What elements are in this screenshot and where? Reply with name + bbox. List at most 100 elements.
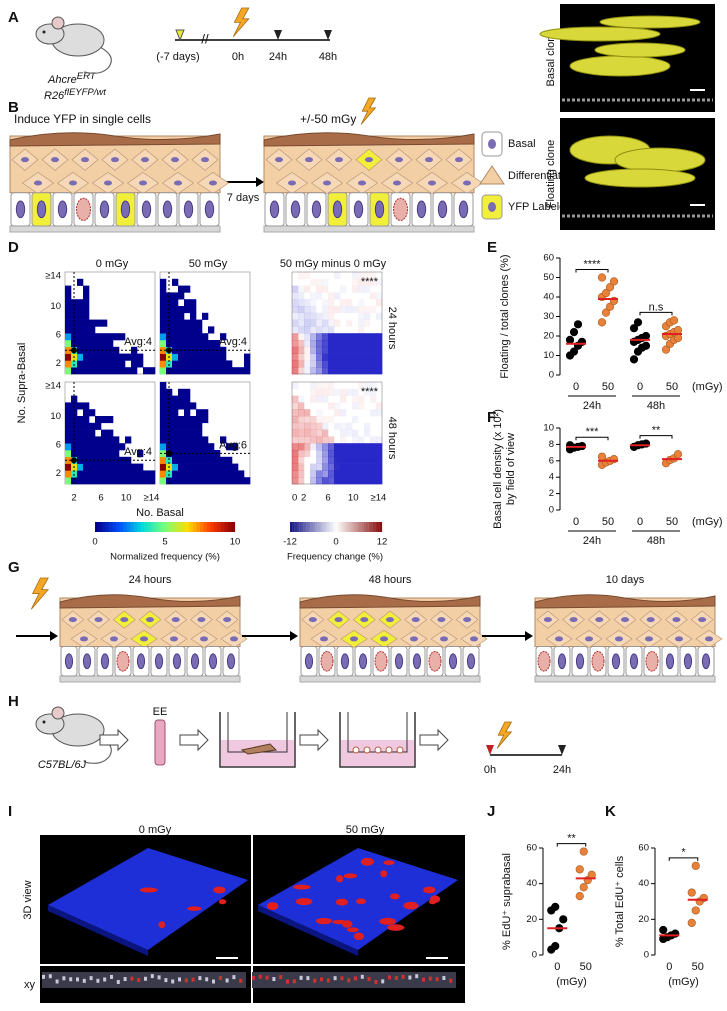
nucleus bbox=[209, 180, 217, 186]
heatmap-cell bbox=[310, 382, 317, 390]
heatmap-cell bbox=[298, 312, 305, 320]
heatmap-cell bbox=[376, 340, 383, 348]
heatmap-cell bbox=[83, 429, 90, 437]
heatmap-cell bbox=[172, 360, 179, 368]
heatmap-cell bbox=[172, 429, 179, 437]
heatmap-cell bbox=[352, 477, 359, 485]
heatmap-cell bbox=[125, 367, 132, 375]
mouse-eye bbox=[42, 720, 46, 724]
edu-signal bbox=[429, 895, 441, 903]
heatmap-cell bbox=[184, 463, 191, 471]
colorbar-cell bbox=[331, 522, 334, 532]
heatmap-cell bbox=[370, 382, 377, 390]
heatmap-cell bbox=[310, 388, 317, 396]
heatmap-cell bbox=[83, 326, 90, 334]
heatmap-cell bbox=[346, 443, 353, 451]
y-axis-label: % EdU⁺ suprabasal bbox=[501, 853, 513, 950]
genotype-sup: flEYFP/wt bbox=[64, 87, 106, 98]
heatmap-cell bbox=[316, 333, 323, 341]
heatmap-cell bbox=[358, 436, 365, 444]
colorbar-cell bbox=[370, 522, 373, 532]
legend-label: Basal bbox=[508, 138, 536, 150]
heatmap-cell bbox=[208, 353, 215, 361]
heatmap-cell bbox=[334, 388, 341, 396]
xy-signal bbox=[340, 976, 344, 981]
nucleus bbox=[141, 157, 149, 163]
basement bbox=[9, 225, 221, 233]
surface-side bbox=[258, 905, 358, 956]
colorbar-cell bbox=[105, 522, 110, 532]
heatmap-cell bbox=[304, 346, 311, 354]
nucleus bbox=[332, 200, 343, 219]
heatmap-cell bbox=[160, 340, 167, 348]
heatmap-cell bbox=[77, 319, 84, 327]
heatmap-cell bbox=[346, 422, 353, 430]
heatmap-cell bbox=[328, 470, 335, 478]
heatmap-cell bbox=[310, 333, 317, 341]
heatmap-cell bbox=[238, 470, 245, 478]
nucleus bbox=[395, 157, 403, 163]
xy-signal bbox=[89, 976, 93, 981]
colorbar-cell bbox=[363, 522, 366, 532]
colorbar-cell bbox=[137, 522, 141, 532]
heatmap-cell bbox=[166, 456, 173, 464]
nucleus bbox=[51, 157, 59, 163]
marker bbox=[175, 29, 185, 42]
heatmap-cell bbox=[208, 477, 215, 485]
y-axis-label: Floating / total clones (%) bbox=[499, 254, 511, 378]
heatmap-cell bbox=[322, 299, 329, 307]
significance-bracket bbox=[668, 857, 699, 861]
mitotic-nucleus bbox=[537, 650, 551, 672]
heatmap-cell bbox=[65, 353, 72, 361]
average-point bbox=[71, 347, 77, 354]
heatmap-cell bbox=[89, 463, 96, 471]
average-point bbox=[166, 347, 172, 354]
mitotic-nucleus bbox=[374, 650, 388, 672]
heatmap-cell bbox=[83, 319, 90, 327]
heatmap-cell bbox=[184, 319, 191, 327]
heatmap-cell bbox=[202, 333, 209, 341]
heatmap-cell bbox=[226, 456, 233, 464]
heatmap-cell bbox=[160, 422, 167, 430]
xy-signal bbox=[415, 974, 419, 979]
nucleus bbox=[437, 617, 446, 623]
heatmap-cell bbox=[77, 333, 84, 341]
heatmap-cell bbox=[328, 312, 335, 320]
heatmap-cell bbox=[95, 477, 102, 485]
edu-signal bbox=[295, 897, 313, 906]
xy-signal bbox=[333, 976, 337, 981]
nucleus bbox=[308, 617, 317, 623]
y-tick-label: 0 bbox=[549, 370, 554, 381]
mouse-eye bbox=[42, 30, 46, 34]
nucleus bbox=[555, 636, 563, 642]
heatmap-cell bbox=[166, 477, 173, 485]
y-tick-label: 2 bbox=[56, 468, 61, 479]
data-point bbox=[565, 441, 575, 450]
heatmap-cell bbox=[196, 456, 203, 464]
heatmap-cell bbox=[310, 319, 317, 327]
heatmap-cell bbox=[95, 463, 102, 471]
heatmap-cell bbox=[131, 353, 138, 361]
heatmap-cell bbox=[316, 278, 323, 286]
heatmap-cell bbox=[160, 456, 167, 464]
heatmap-cell bbox=[310, 443, 317, 451]
data-point bbox=[573, 320, 583, 329]
heatmap-cell bbox=[95, 367, 102, 375]
heatmap-cell bbox=[190, 429, 197, 437]
xy-signal bbox=[299, 975, 303, 980]
heatmap-cell bbox=[166, 402, 173, 410]
heatmap-cell bbox=[370, 353, 377, 361]
heatmap-cell bbox=[160, 299, 167, 307]
heatmap-cell bbox=[196, 470, 203, 478]
heatmap-cell bbox=[83, 443, 90, 451]
xy-signal bbox=[347, 978, 351, 983]
xy-signal bbox=[239, 978, 243, 983]
heatmap-cell bbox=[220, 470, 227, 478]
colorbar-cell bbox=[342, 522, 346, 532]
heatmap-cell bbox=[95, 360, 102, 368]
heatmap-cell bbox=[364, 443, 371, 451]
heatmap-cell bbox=[346, 450, 353, 458]
x-tick-label: 6 bbox=[325, 493, 330, 504]
nucleus bbox=[428, 180, 436, 186]
heatmap-cell bbox=[334, 409, 341, 417]
